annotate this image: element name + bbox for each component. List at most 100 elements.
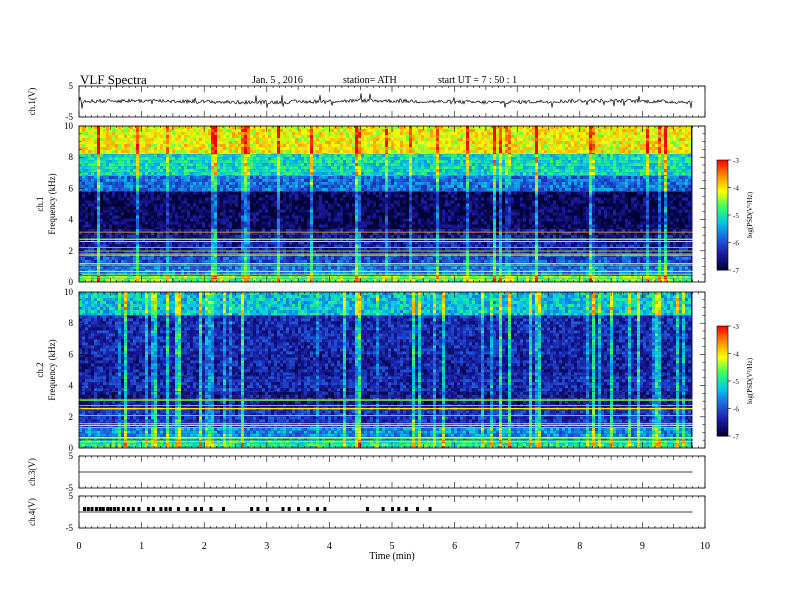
spectrogram-cell <box>355 257 358 260</box>
spectrogram-cell <box>172 266 175 269</box>
spectrogram-cell <box>286 279 289 282</box>
spectrogram-cell <box>334 244 337 247</box>
spectrogram-cell <box>652 244 655 247</box>
spectrogram-cell <box>103 257 106 260</box>
spectrogram-cell <box>226 260 229 263</box>
spectrogram-cell <box>289 266 292 269</box>
spectrogram-cell <box>331 260 334 263</box>
spectrogram-cell <box>208 266 211 269</box>
spectrogram-cell <box>571 260 574 263</box>
spectrogram-cell <box>91 266 94 269</box>
spectrogram-cell <box>574 260 577 263</box>
spectrogram-cell <box>457 257 460 260</box>
spectrogram-cell <box>463 279 466 282</box>
spectrogram-cell <box>604 257 607 260</box>
spectrogram-cell <box>541 266 544 269</box>
spectrogram-cell <box>430 266 433 269</box>
spectrogram-cell <box>331 257 334 260</box>
spectrogram-cell <box>169 279 172 282</box>
spectrogram-cell <box>385 257 388 260</box>
spectrogram-cell <box>544 266 547 269</box>
spectrogram-cell <box>187 266 190 269</box>
spectrogram-cell <box>625 257 628 260</box>
spectrogram-cell <box>553 244 556 247</box>
spectrogram-cell <box>478 257 481 260</box>
spectrogram-cell <box>325 244 328 247</box>
spectrogram-cell <box>382 266 385 269</box>
spectrogram-cell <box>133 260 136 263</box>
spectrogram-cell <box>121 279 124 282</box>
spectrogram-cell <box>187 244 190 247</box>
spectrogram-cell <box>571 266 574 269</box>
spectrogram-cell <box>148 266 151 269</box>
spectrogram-cell <box>184 257 187 260</box>
spectrogram-cell <box>619 260 622 263</box>
spectrogram-cell <box>118 244 121 247</box>
spectrogram-cell <box>433 244 436 247</box>
spectrogram-cell <box>220 244 223 247</box>
spectrogram-cell <box>202 266 205 269</box>
spectrogram-cell <box>142 266 145 269</box>
spectrogram-cell <box>511 260 514 263</box>
spectrogram-cell <box>79 266 82 269</box>
spectrogram-cell <box>214 257 217 260</box>
spectrogram-cell <box>370 260 373 263</box>
spectrogram-cell <box>373 244 376 247</box>
spectrogram-cell <box>526 257 529 260</box>
spectrogram-cell <box>490 266 493 269</box>
spectrogram-cell <box>388 260 391 263</box>
spectrogram-cell <box>223 260 226 263</box>
spectrogram-cell <box>166 260 169 263</box>
spectrogram-cell <box>166 257 169 260</box>
spectrogram-cell <box>277 257 280 260</box>
spectrogram-cell <box>145 279 148 282</box>
spectrogram-cell <box>502 260 505 263</box>
spectrogram-cell <box>469 266 472 269</box>
spectrogram-cell <box>502 257 505 260</box>
spectrogram-cell <box>82 266 85 269</box>
spectrogram-cell <box>604 279 607 282</box>
spectrogram-cell <box>349 260 352 263</box>
spectrogram-cell <box>250 279 253 282</box>
spectrogram-cell <box>265 257 268 260</box>
spectrogram-cell <box>262 279 265 282</box>
spectrogram-cell <box>106 279 109 282</box>
spectrogram-cell <box>496 266 499 269</box>
spectrogram-cell <box>628 266 631 269</box>
spectrogram-cell <box>154 244 157 247</box>
spectrogram-cell <box>169 266 172 269</box>
spectrogram-cell <box>439 279 442 282</box>
spectrogram-cell <box>364 257 367 260</box>
spectrogram-cell <box>250 257 253 260</box>
spectrogram-cell <box>319 260 322 263</box>
spectrogram-cell <box>382 260 385 263</box>
spectrogram-cell <box>82 244 85 247</box>
spectrogram-cell <box>280 257 283 260</box>
spectrogram-cell <box>670 260 673 263</box>
spectrogram-cell <box>586 266 589 269</box>
spectrogram-cell <box>247 266 250 269</box>
spectrogram-cell <box>484 260 487 263</box>
spectrogram-cell <box>607 260 610 263</box>
spectrogram-cell <box>643 244 646 247</box>
spectrogram-cell <box>112 244 115 247</box>
spectrogram-cell <box>679 244 682 247</box>
spectrogram-cell <box>655 260 658 263</box>
spectrogram-cell <box>328 266 331 269</box>
spectrogram-cell <box>487 244 490 247</box>
spectrogram-cell <box>547 260 550 263</box>
spectrogram-cell <box>151 260 154 263</box>
spectrogram-cell <box>616 266 619 269</box>
spectrogram-cell <box>499 266 502 269</box>
spectrogram-cell <box>433 260 436 263</box>
spectrogram-cell <box>637 257 640 260</box>
spectrogram-cell <box>268 279 271 282</box>
spectrogram-cell <box>508 279 511 282</box>
spectrogram-cell <box>559 257 562 260</box>
spectrogram-cell <box>112 257 115 260</box>
spectrogram-cell <box>154 257 157 260</box>
spectrogram-cell <box>403 260 406 263</box>
spectrogram-cell <box>214 244 217 247</box>
spectrogram-cell <box>589 260 592 263</box>
spectrogram-cell <box>304 266 307 269</box>
